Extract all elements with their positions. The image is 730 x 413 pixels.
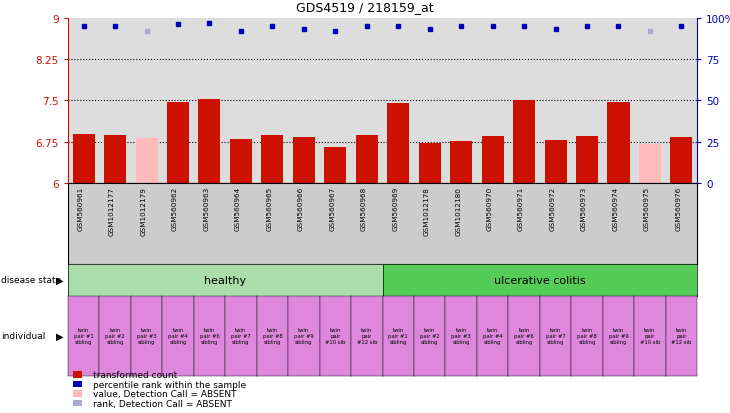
Text: GSM560963: GSM560963 — [204, 186, 210, 230]
Text: GSM560971: GSM560971 — [518, 186, 524, 230]
Text: twin
pair
#10 sib: twin pair #10 sib — [325, 328, 345, 344]
Text: GSM560968: GSM560968 — [361, 186, 366, 230]
Text: twin
pair #7
sibling: twin pair #7 sibling — [231, 328, 251, 344]
Text: twin
pair #7
sibling: twin pair #7 sibling — [546, 328, 566, 344]
Text: twin
pair #1
sibling: twin pair #1 sibling — [74, 328, 93, 344]
Text: GSM560967: GSM560967 — [329, 186, 335, 230]
Bar — [576, 136, 598, 184]
Text: percentile rank within the sample: percentile rank within the sample — [93, 380, 246, 389]
Text: ulcerative colitis: ulcerative colitis — [494, 275, 585, 285]
Text: twin
pair #1
sibling: twin pair #1 sibling — [388, 328, 408, 344]
Text: GSM560969: GSM560969 — [392, 186, 399, 230]
Bar — [419, 144, 441, 184]
Bar — [670, 138, 693, 184]
Text: GSM1012179: GSM1012179 — [141, 186, 147, 235]
Text: twin
pair #6
sibling: twin pair #6 sibling — [199, 328, 219, 344]
Bar — [136, 139, 158, 184]
Bar — [261, 135, 283, 184]
Text: twin
pair #9
sibling: twin pair #9 sibling — [609, 328, 629, 344]
Text: GSM560970: GSM560970 — [487, 186, 493, 230]
Text: GSM1012177: GSM1012177 — [109, 186, 115, 235]
Text: ▶: ▶ — [56, 331, 64, 341]
Text: GSM560962: GSM560962 — [172, 186, 178, 230]
Text: transformed count: transformed count — [93, 370, 177, 379]
Text: twin
pair #4
sibling: twin pair #4 sibling — [483, 328, 502, 344]
Text: twin
pair
#12 sib: twin pair #12 sib — [356, 328, 377, 344]
Bar — [450, 141, 472, 184]
Text: GSM560974: GSM560974 — [612, 186, 618, 230]
Text: twin
pair #8
sibling: twin pair #8 sibling — [577, 328, 597, 344]
Text: GSM1012178: GSM1012178 — [423, 186, 430, 235]
Text: healthy: healthy — [204, 275, 246, 285]
Bar — [293, 138, 315, 184]
Text: twin
pair
#10 sib: twin pair #10 sib — [639, 328, 660, 344]
Text: twin
pair #2
sibling: twin pair #2 sibling — [420, 328, 439, 344]
Text: GDS4519 / 218159_at: GDS4519 / 218159_at — [296, 1, 434, 14]
Text: twin
pair #9
sibling: twin pair #9 sibling — [294, 328, 314, 344]
Bar — [513, 101, 535, 184]
Text: rank, Detection Call = ABSENT: rank, Detection Call = ABSENT — [93, 399, 231, 408]
Bar — [230, 140, 252, 184]
Text: GSM560961: GSM560961 — [77, 186, 84, 230]
Text: GSM560964: GSM560964 — [235, 186, 241, 230]
Bar — [356, 136, 378, 184]
Bar — [72, 134, 95, 184]
Bar — [324, 148, 346, 184]
Bar — [387, 104, 410, 184]
Text: GSM560976: GSM560976 — [675, 186, 681, 230]
Text: twin
pair #2
sibling: twin pair #2 sibling — [105, 328, 125, 344]
Text: individual: individual — [1, 332, 46, 340]
Text: twin
pair #4
sibling: twin pair #4 sibling — [168, 328, 188, 344]
Bar — [104, 135, 126, 184]
Text: twin
pair #3
sibling: twin pair #3 sibling — [137, 328, 156, 344]
Bar — [167, 102, 189, 184]
Text: GSM560966: GSM560966 — [298, 186, 304, 230]
Bar — [545, 140, 566, 184]
Text: GSM560975: GSM560975 — [644, 186, 650, 230]
Text: twin
pair #6
sibling: twin pair #6 sibling — [514, 328, 534, 344]
Text: GSM560973: GSM560973 — [581, 186, 587, 230]
Bar — [607, 103, 629, 184]
Text: twin
pair #3
sibling: twin pair #3 sibling — [451, 328, 471, 344]
Text: ▶: ▶ — [56, 275, 64, 285]
Text: twin
pair #8
sibling: twin pair #8 sibling — [263, 328, 283, 344]
Bar — [199, 100, 220, 184]
Text: GSM560965: GSM560965 — [266, 186, 272, 230]
Text: value, Detection Call = ABSENT: value, Detection Call = ABSENT — [93, 389, 237, 398]
Bar — [482, 136, 504, 184]
Text: GSM1012180: GSM1012180 — [456, 186, 461, 235]
Text: disease state: disease state — [1, 276, 62, 285]
Bar — [639, 145, 661, 184]
Text: twin
pair
#12 sib: twin pair #12 sib — [671, 328, 691, 344]
Text: GSM560972: GSM560972 — [550, 186, 556, 230]
